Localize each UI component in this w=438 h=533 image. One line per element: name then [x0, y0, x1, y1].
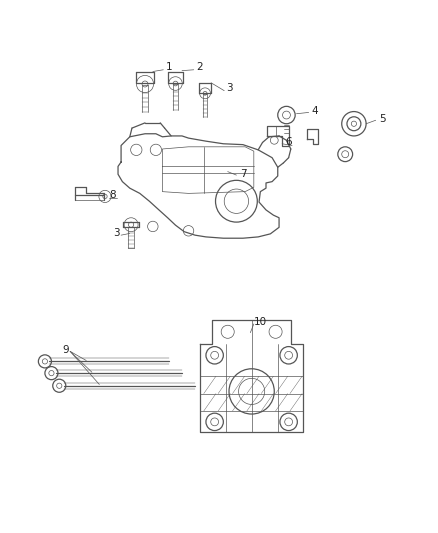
Text: 5: 5: [379, 115, 385, 124]
Text: 2: 2: [196, 62, 203, 72]
Text: 4: 4: [311, 106, 318, 116]
Text: 3: 3: [226, 83, 233, 93]
Text: 10: 10: [254, 317, 267, 327]
Text: 7: 7: [240, 169, 246, 179]
Text: 8: 8: [109, 190, 116, 200]
Text: 1: 1: [166, 62, 172, 72]
Text: 9: 9: [63, 345, 69, 355]
Text: 3: 3: [113, 229, 120, 238]
Text: 6: 6: [285, 137, 292, 147]
